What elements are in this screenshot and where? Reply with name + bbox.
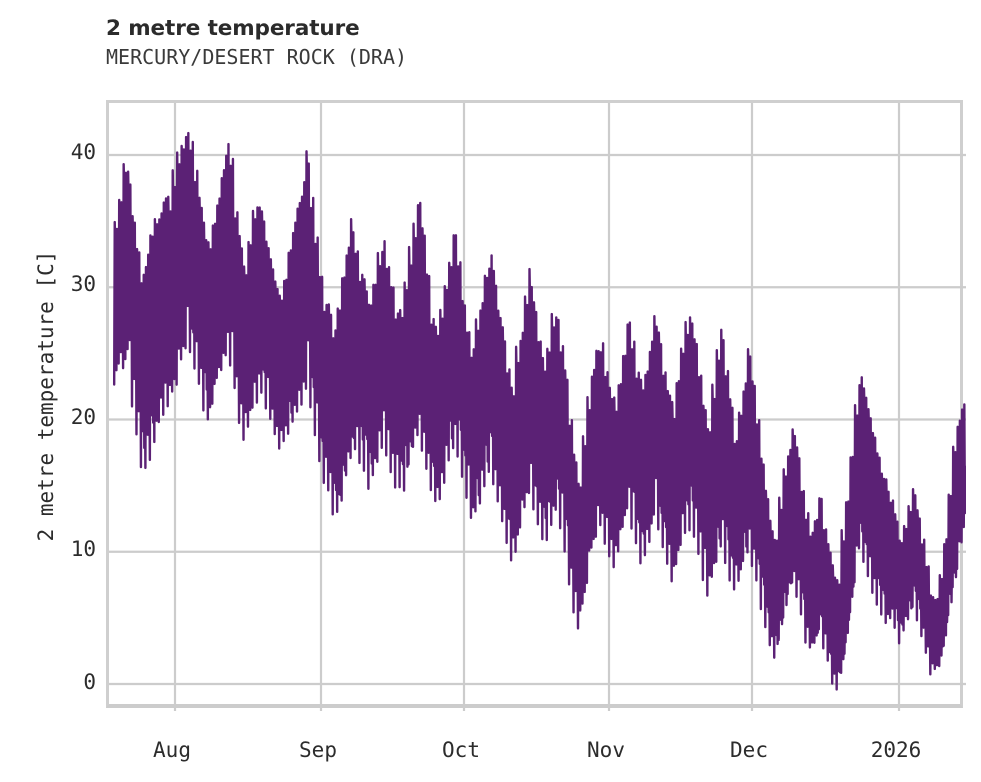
y-tick-label: 30 (70, 272, 96, 296)
x-tick-label: Oct (442, 738, 480, 762)
y-tick-label: 0 (83, 670, 96, 694)
y-tick-label: 40 (70, 140, 96, 164)
x-tick-label: 2026 (870, 738, 922, 762)
plot-area (106, 100, 966, 711)
y-axis-tick-labels: 40 30 20 10 0 (26, 0, 96, 782)
y-tick-label: 20 (70, 405, 96, 429)
x-axis-tick-labels: Aug Sep Oct Nov Dec 2026 (0, 740, 981, 770)
y-tick-label: 10 (70, 537, 96, 561)
x-tick-label: Aug (153, 738, 191, 762)
x-tick-label: Dec (730, 738, 768, 762)
x-tick-label: Sep (299, 738, 337, 762)
plot-inner (109, 103, 966, 711)
temperature-series (112, 131, 966, 691)
chart-subtitle: MERCURY/DESERT ROCK (DRA) (106, 45, 408, 69)
page-title: 2 metre temperature (106, 16, 360, 41)
x-tick-label: Nov (587, 738, 625, 762)
title-block: 2 metre temperature MERCURY/DESERT ROCK … (106, 16, 926, 72)
